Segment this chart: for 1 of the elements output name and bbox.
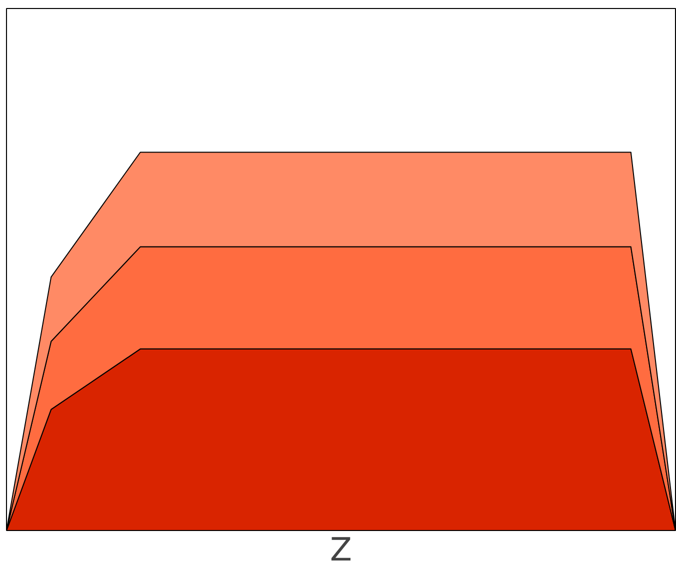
x-axis-title: Z [330, 530, 352, 568]
